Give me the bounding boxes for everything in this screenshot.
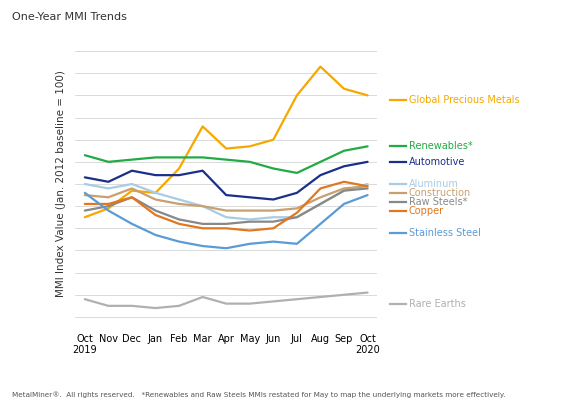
Text: Automotive: Automotive — [409, 157, 465, 167]
Text: Global Precious Metals: Global Precious Metals — [409, 95, 520, 105]
Text: Aluminum: Aluminum — [409, 179, 459, 189]
Text: One-Year MMI Trends: One-Year MMI Trends — [12, 12, 126, 22]
Text: Rare Earths: Rare Earths — [409, 299, 466, 309]
Text: Construction: Construction — [409, 188, 471, 198]
Text: Renewables*: Renewables* — [409, 141, 473, 151]
Text: Stainless Steel: Stainless Steel — [409, 228, 481, 238]
Y-axis label: MMI Index Value (Jan. 2012 baseline = 100): MMI Index Value (Jan. 2012 baseline = 10… — [56, 70, 66, 298]
Text: MetalMiner®.  All rights reserved.   *Renewables and Raw Steels MMIs restated fo: MetalMiner®. All rights reserved. *Renew… — [12, 391, 505, 398]
Text: Copper: Copper — [409, 206, 444, 216]
Text: Raw Steels*: Raw Steels* — [409, 197, 467, 207]
